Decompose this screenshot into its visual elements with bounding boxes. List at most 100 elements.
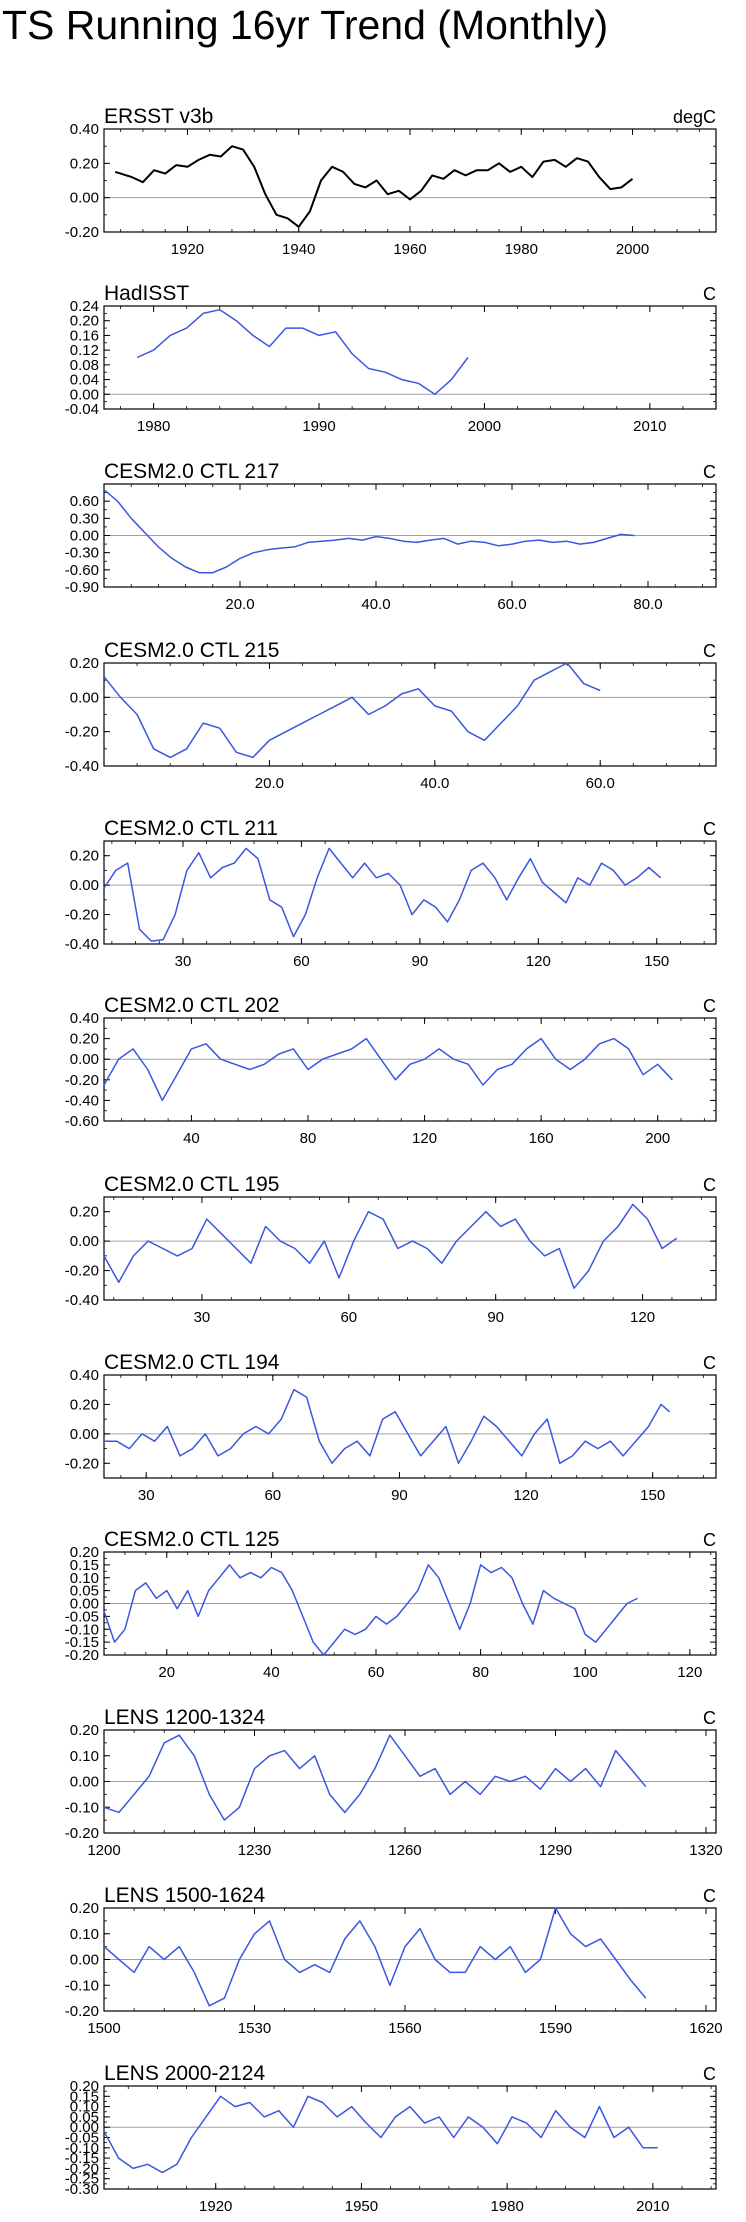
x-tick-label: 1500 [87,2020,120,2037]
x-tick-label: 30 [175,953,192,970]
x-tick-label: 30 [138,1487,155,1504]
x-tick-label: 2010 [633,418,666,435]
x-tick-label: 1260 [388,1842,421,1859]
chart-11: LENS 1500-1624 C -0.20 -0.10 0.00 0.10 0.20 150… [65,1884,723,2037]
x-tick-label: 1230 [238,1842,271,1859]
units-label: C [703,1175,716,1195]
x-tick-label: 2010 [636,2198,669,2215]
y-tick-label: -0.60 [65,562,99,579]
y-tick-label: -0.20 [65,1825,99,1842]
y-tick-label: 0.20 [70,1544,99,1561]
y-tick-label: 0.12 [70,342,99,359]
x-tick-label: 40 [183,1130,200,1147]
y-tick-label: 0.10 [70,1926,99,1943]
x-tick-label: 60 [340,1309,357,1326]
y-tick-label: 0.20 [70,155,99,172]
x-tick-label: 1290 [539,1842,572,1859]
y-tick-label: -0.05 [65,1608,99,1625]
x-tick-label: 1920 [171,241,204,258]
x-tick-label: 1920 [199,2198,232,2215]
y-tick-label: 0.30 [70,510,99,527]
y-tick-label: -0.90 [65,579,99,596]
y-tick-label: 0.20 [70,655,99,672]
x-tick-label: 1980 [505,241,538,258]
series-line [103,1734,647,1821]
series-line [103,1907,647,2007]
x-tick-label: 40 [263,1664,280,1681]
x-tick-label: 100 [573,1664,598,1681]
plot-frame [103,1374,717,1479]
y-tick-label: -0.20 [65,1072,99,1089]
x-tick-label: 80.0 [633,596,662,613]
y-tick-label: -0.20 [65,2160,99,2177]
y-tick-label: 0.05 [70,1583,99,1600]
y-tick-label: 0.20 [70,1204,99,1221]
x-tick-label: 90 [487,1309,504,1326]
page-title: TS Running 16yr Trend (Monthly) [2,2,609,48]
x-tick-label: 20 [158,1664,175,1681]
chart-title: CESM2.0 CTL 125 [104,1528,279,1551]
x-tick-label: 2000 [468,418,501,435]
units-label: degC [673,107,716,127]
plot-frame [103,305,717,410]
x-tick-label: 60.0 [586,775,615,792]
x-tick-label: 1990 [302,418,335,435]
units-label: C [703,2064,716,2084]
x-tick-label: 1950 [345,2198,378,2215]
x-tick-label: 60 [368,1664,385,1681]
units-label: C [703,1353,716,1373]
y-tick-label: 0.60 [70,493,99,510]
y-tick-label: -0.20 [65,1455,99,1472]
y-tick-label: -0.30 [65,2181,99,2198]
y-tick-label: -0.25 [65,2171,99,2188]
chart-title: CESM2.0 CTL 215 [104,639,279,662]
x-tick-label: 1980 [490,2198,523,2215]
y-tick-label: 0.20 [70,1031,99,1048]
x-tick-label: 40.0 [361,596,390,613]
y-tick-label: 0.10 [70,1570,99,1587]
units-label: C [703,996,716,1016]
y-tick-label: 0.00 [70,689,99,706]
y-tick-label: -0.15 [65,2150,99,2167]
chart-5: CESM2.0 CTL 211 C -0.40 -0.20 0.00 0.20 30 60 90… [65,817,717,970]
chart-title: CESM2.0 CTL 195 [104,1173,279,1196]
chart-title: CESM2.0 CTL 217 [104,460,279,483]
y-tick-label: -0.20 [65,907,99,924]
x-tick-label: 90 [412,953,429,970]
plot-frame [103,662,717,767]
x-tick-label: 1320 [689,1842,722,1859]
chart-3: CESM2.0 CTL 217 C -0.90-0.60-0.300.000.300… [65,460,717,613]
x-tick-label: 40.0 [420,775,449,792]
y-tick-label: -0.10 [65,1799,99,1816]
y-tick-label: 0.00 [70,1596,99,1613]
x-tick-label: 20.0 [225,596,254,613]
y-tick-label: 0.15 [70,2088,99,2105]
series-line [103,1203,678,1289]
x-tick-label: 120 [514,1487,539,1504]
series-line [114,145,634,228]
y-tick-label: 0.20 [70,1396,99,1413]
units-label: C [703,1530,716,1550]
chart-12: LENS 2000-2124 C -0.30-0.25-0.20-0.15-0.10… [65,2062,717,2215]
x-tick-label: 30 [194,1309,211,1326]
x-tick-label: 1940 [282,241,315,258]
x-tick-label: 1560 [388,2020,421,2037]
series-line [103,1564,638,1656]
y-tick-label: -0.10 [65,1621,99,1638]
plot-frame [103,840,717,945]
x-tick-label: 160 [529,1130,554,1147]
series-line [103,662,601,759]
chart-title: CESM2.0 CTL 202 [104,994,279,1017]
chart-8: CESM2.0 CTL 194 C -0.20 0.00 0.20 0.40 30 60 90 1… [65,1351,717,1504]
units-label: C [703,1886,716,1906]
chart-10: LENS 1200-1324 C -0.20 -0.10 0.00 0.10 0.20 120… [65,1706,723,1859]
x-tick-label: 200 [645,1130,670,1147]
chart-title: LENS 1500-1624 [104,1884,265,1907]
y-tick-label: 0.00 [70,877,99,894]
y-tick-label: 0.40 [70,121,99,138]
plot-frame [103,1196,717,1301]
y-tick-label: 0.00 [70,528,99,545]
x-tick-label: 120 [677,1664,702,1681]
x-tick-label: 60.0 [497,596,526,613]
